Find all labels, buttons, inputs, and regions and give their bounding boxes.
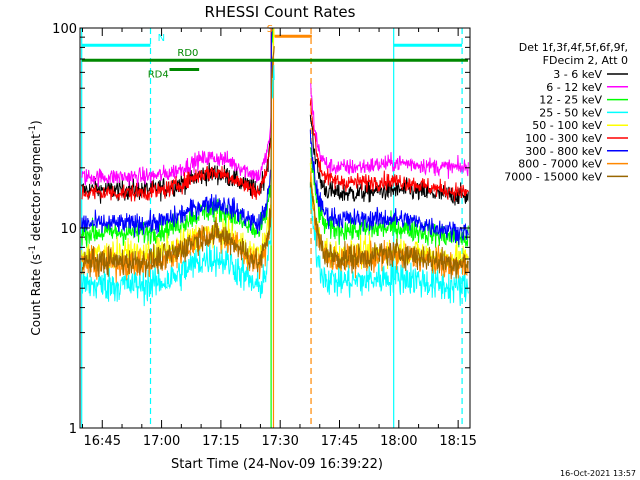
y-axis-label: Count Rate (s-1 detector segment-1) (28, 120, 43, 335)
legend-entry-label: 12 - 25 keV (539, 94, 602, 107)
flag-bar-label: S (267, 24, 273, 35)
series-line-1 (309, 83, 469, 179)
y-tick-label: 10 (60, 222, 77, 237)
axes: 16:45 17:00 17:15 17:30 17:45 18:00 18:15 1 10 10… (52, 22, 477, 449)
series-line-6 (309, 129, 469, 246)
series-line-4 (81, 28, 275, 276)
x-tick-label: 16:45 (84, 434, 121, 449)
series-line-2 (309, 147, 469, 248)
legend-entry-label: 3 - 6 keV (553, 68, 602, 81)
y-tick-label: 100 (52, 22, 77, 37)
x-tick-label: 17:15 (202, 434, 239, 449)
series-line-8 (81, 46, 275, 278)
flag-bar-label: RD0 (177, 48, 198, 59)
legend-header-line-2: FDecim 2, Att 0 (543, 54, 628, 67)
legend: Det 1f,3f,4f,5f,6f,9f, FDecim 2, Att 0 3… (504, 41, 628, 183)
legend-entry-label: 25 - 50 keV (539, 106, 602, 119)
series-line-0 (81, 28, 272, 204)
generation-timestamp: 16-Oct-2021 13:57 (560, 469, 636, 478)
x-tick-label: 17:30 (261, 434, 298, 449)
legend-entry-label: 100 - 300 keV (525, 132, 602, 145)
flag-bar-label: N (158, 33, 165, 44)
legend-header-line-1: Det 1f,3f,4f,5f,6f,9f, (519, 41, 628, 54)
legend-entry-label: 300 - 800 keV (525, 145, 602, 158)
series-line-1 (81, 28, 272, 188)
x-tick-label: 17:45 (321, 434, 358, 449)
series-line-5 (81, 28, 272, 202)
legend-entry-label: 800 - 7000 keV (518, 158, 602, 171)
legend-entry-label: 6 - 12 keV (546, 81, 602, 94)
series-line-3 (81, 64, 275, 307)
series-line-8 (309, 181, 469, 280)
legend-entry-label: 7000 - 15000 keV (504, 170, 602, 183)
x-tick-label: 18:00 (380, 434, 417, 449)
legend-entry-label: 50 - 100 keV (532, 119, 602, 132)
series-line-3 (309, 182, 469, 306)
series-line-5 (309, 99, 469, 202)
flag-bars: N RD0 RD4 S (81, 24, 469, 81)
y-tick-label: 1 (69, 422, 77, 437)
series-line-6 (81, 28, 273, 238)
x-tick-label: 18:15 (439, 434, 476, 449)
x-axis-label: Start Time (24-Nov-09 16:39:22) (171, 457, 383, 472)
x-tick-label: 17:00 (143, 434, 180, 449)
chart-title: RHESSI Count Rates (205, 3, 356, 21)
series-lines (81, 28, 469, 307)
flag-bar-label: RD4 (148, 70, 169, 81)
